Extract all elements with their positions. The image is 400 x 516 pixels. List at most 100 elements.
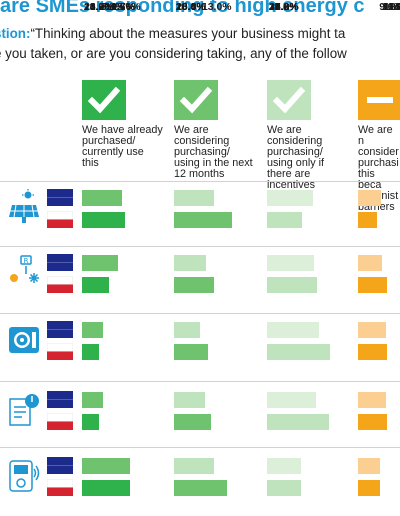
data-label: 12 — [384, 2, 396, 13]
flag-icon-poland — [47, 479, 73, 496]
flag-icon-poland — [47, 276, 73, 293]
row-separator — [0, 381, 400, 382]
solar-panel-icon — [9, 189, 39, 223]
flag-icon-uk — [47, 321, 73, 338]
data-label: 17.6% — [269, 2, 299, 13]
question-text-2: e you taken, or are you considering taki… — [0, 46, 347, 61]
data-label: 30.8% — [269, 2, 299, 13]
data-label: 23.3% — [269, 2, 299, 13]
flag-icon-poland — [47, 343, 73, 360]
data-label: 14.0% — [388, 2, 400, 13]
check-icon — [82, 80, 126, 120]
bar — [267, 414, 329, 430]
bar — [174, 255, 206, 271]
data-label: 14 — [388, 2, 400, 13]
row-separator — [0, 181, 400, 182]
chart-title: are SMEs responding to high energy c — [0, 0, 365, 17]
bar — [358, 414, 387, 430]
data-label: 24.6% — [269, 2, 299, 13]
bar — [358, 277, 387, 293]
bar — [174, 414, 211, 430]
data-label: 16.0% — [176, 2, 206, 13]
data-label: 28.8% — [176, 2, 206, 13]
data-label: 25.8% — [269, 2, 299, 13]
flag-icon-poland — [47, 211, 73, 228]
bar — [174, 212, 232, 228]
bar — [174, 277, 214, 293]
bar — [358, 480, 381, 496]
data-label: 31.6% — [269, 2, 299, 13]
row-separator — [0, 447, 400, 448]
bar — [174, 480, 227, 496]
data-label: 10.6% — [105, 2, 135, 13]
data-label: 13.0% — [202, 2, 232, 13]
data-label: 14.4% — [388, 2, 400, 13]
data-label: 14.4% — [388, 2, 400, 13]
data-label: 8.4% — [100, 2, 125, 13]
bar — [267, 344, 331, 360]
bar — [174, 322, 200, 338]
question-text-1: “Thinking about the measures your busine… — [30, 26, 346, 41]
heat-pump-icon: R — [10, 255, 39, 283]
flag-icon-poland — [47, 413, 73, 430]
bar — [174, 392, 205, 408]
data-label: 20.2% — [84, 2, 114, 13]
bar — [358, 344, 387, 360]
flag-icon-uk — [47, 391, 73, 408]
data-label: 14.4% — [388, 2, 400, 13]
question-line-1: stion:“Thinking about the measures your … — [0, 26, 400, 41]
bar — [358, 255, 382, 271]
bar — [82, 458, 130, 474]
data-label: 21.6% — [84, 2, 114, 13]
data-label: 22.9% — [269, 2, 299, 13]
flag-icon-uk — [47, 254, 73, 271]
bar — [358, 458, 380, 474]
bar — [267, 212, 303, 228]
air-conditioner-icon — [9, 327, 39, 353]
smart-meter-icon — [9, 460, 40, 492]
bar — [267, 190, 313, 206]
bar — [358, 190, 381, 206]
bar — [358, 212, 378, 228]
energy-audit-document-icon — [9, 394, 39, 426]
bar — [82, 212, 126, 228]
data-label: 9.6% — [379, 2, 400, 13]
svg-text:R: R — [24, 257, 29, 265]
bar — [174, 190, 214, 206]
data-label: 10.7% — [105, 2, 135, 13]
bar — [82, 277, 110, 293]
bar — [82, 190, 123, 206]
data-label: 16.8% — [269, 2, 299, 13]
flag-icon-uk — [47, 457, 73, 474]
data-label: 8.4% — [100, 2, 125, 13]
bar — [267, 392, 317, 408]
row-separator — [0, 313, 400, 314]
data-label: 20.0% — [176, 2, 206, 13]
row-separator — [0, 246, 400, 247]
bar — [267, 277, 318, 293]
column-label-1: We have already purchased/ currently use… — [82, 124, 163, 169]
column-label-3: We are considering purchasing/ using onl… — [267, 124, 325, 191]
data-label: 18.2% — [84, 2, 114, 13]
data-label: 26.4% — [176, 2, 206, 13]
data-label: 16.8% — [176, 2, 206, 13]
data-label: 20.0% — [176, 2, 206, 13]
dash-icon — [358, 80, 400, 120]
bar — [174, 344, 208, 360]
data-label: 17.2% — [269, 2, 299, 13]
bar — [82, 392, 104, 408]
data-label: 11.4 — [382, 2, 400, 13]
question-label: stion: — [0, 26, 31, 41]
data-label: 10.9 — [381, 2, 400, 13]
flag-icon-uk — [47, 189, 73, 206]
bar — [267, 322, 319, 338]
data-label: 15.4% — [176, 2, 206, 13]
data-label: 13.6% — [111, 2, 141, 13]
bar — [358, 392, 386, 408]
bar — [267, 458, 302, 474]
data-label: 25.2% — [269, 2, 299, 13]
bar — [82, 255, 119, 271]
data-label: 20.0% — [176, 2, 206, 13]
data-label: 23.9% — [84, 2, 114, 13]
data-label: 11.2 — [382, 2, 400, 13]
